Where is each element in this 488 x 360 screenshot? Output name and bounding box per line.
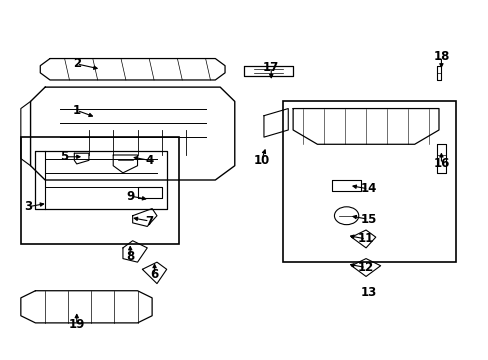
- Text: 3: 3: [24, 200, 32, 213]
- Text: 16: 16: [432, 157, 448, 170]
- Text: 12: 12: [357, 261, 373, 274]
- Text: 10: 10: [253, 154, 269, 167]
- Text: 19: 19: [68, 318, 85, 331]
- Text: 11: 11: [357, 233, 373, 246]
- Text: 5: 5: [61, 150, 69, 163]
- Text: 18: 18: [432, 50, 448, 63]
- Text: 17: 17: [263, 61, 279, 74]
- Text: 7: 7: [145, 215, 153, 228]
- Text: 8: 8: [126, 250, 134, 263]
- Text: 6: 6: [150, 268, 158, 281]
- Text: 2: 2: [73, 57, 81, 71]
- Text: 4: 4: [145, 154, 154, 167]
- Text: 14: 14: [360, 183, 376, 195]
- Text: 1: 1: [73, 104, 81, 117]
- Text: 15: 15: [360, 213, 376, 226]
- Text: 13: 13: [360, 286, 376, 299]
- Text: 9: 9: [126, 190, 134, 203]
